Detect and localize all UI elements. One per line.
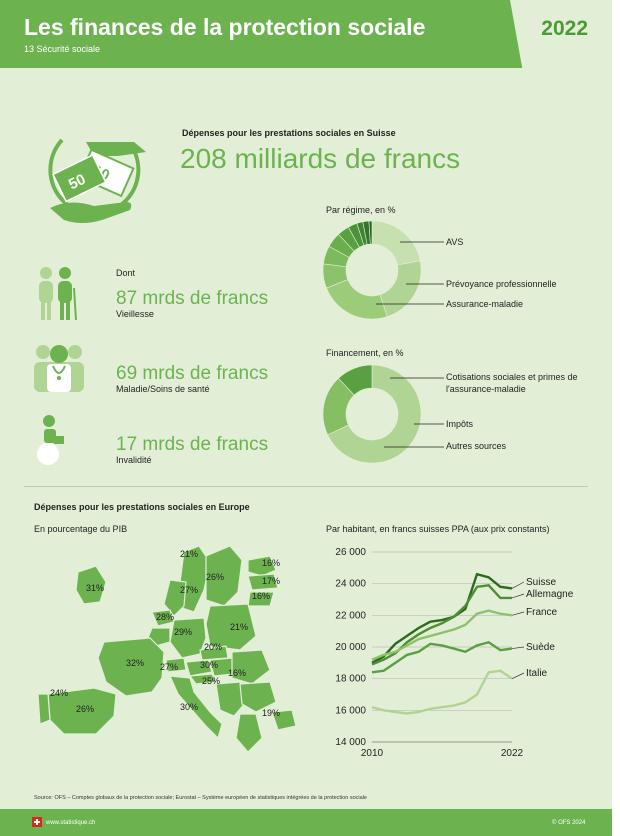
map-label-ee: 16% bbox=[262, 558, 281, 568]
switzerland-heading: Dépenses pour les prestations sociales e… bbox=[182, 128, 396, 138]
invalidite-label: Invalidité bbox=[116, 455, 152, 465]
map-label-es: 26% bbox=[76, 704, 95, 714]
series-label-2: France bbox=[526, 607, 558, 618]
map-label-gr: 19% bbox=[262, 708, 281, 718]
map-label-de: 29% bbox=[174, 627, 193, 637]
map-title: En pourcentage du PIB bbox=[34, 524, 128, 534]
series-label-1: Allemagne bbox=[526, 589, 574, 600]
series-leader-2 bbox=[511, 611, 525, 616]
page-subtitle: 13 Sécurité sociale bbox=[24, 44, 101, 54]
financement-slice-2 bbox=[338, 364, 373, 396]
source-note: Source: OFS – Comptes globaux de la prot… bbox=[34, 795, 367, 801]
regime-legend-avs: AVS bbox=[446, 237, 464, 247]
series-leader-1 bbox=[511, 593, 525, 599]
doctor-icon bbox=[34, 345, 84, 392]
regime-donut bbox=[322, 220, 422, 320]
series-label-3: Suède bbox=[526, 642, 555, 653]
map-label-it: 30% bbox=[180, 702, 199, 712]
series-line-3 bbox=[371, 640, 513, 674]
vieillesse-label: Vieillesse bbox=[116, 309, 154, 319]
financement-legend-impots: Impôts bbox=[446, 419, 474, 429]
elderly-couple-icon bbox=[39, 267, 77, 321]
map-label-ie: 31% bbox=[86, 583, 105, 593]
financement-legend-cotisations: Cotisations sociales et primes de l'assu… bbox=[446, 372, 578, 394]
series-line-4 bbox=[371, 669, 513, 715]
svg-text:50: 50 bbox=[66, 171, 88, 194]
map-label-ch: 27% bbox=[160, 662, 179, 672]
series-label-0: Suisse bbox=[526, 577, 556, 588]
x-tick-label: 2022 bbox=[501, 748, 524, 759]
header-band: Les finances de la protection sociale 13… bbox=[0, 0, 612, 68]
series-line-2 bbox=[371, 609, 513, 661]
line-chart: 26 000 24 000 22 000 20 000 18 000 16 000 14 0… bbox=[335, 547, 574, 759]
map-label-si: 25% bbox=[202, 676, 221, 686]
regime-title: Par régime, en % bbox=[326, 205, 396, 215]
financement-legend-autres: Autres sources bbox=[446, 441, 507, 451]
map-label-ro: 16% bbox=[228, 668, 247, 678]
y-tick-label: 16 000 bbox=[335, 705, 366, 716]
regime-legend-maladie: Assurance-maladie bbox=[446, 299, 524, 309]
series-leader-4 bbox=[511, 672, 525, 679]
footer-band: www.statistique.ch © OFS 2024 bbox=[0, 809, 612, 836]
switzerland-total: 208 milliards de francs bbox=[180, 143, 461, 174]
regime-legend-prevoyance: Prévoyance professionnelle bbox=[446, 279, 557, 289]
series-leader-0 bbox=[511, 581, 525, 589]
x-tick-label: 2010 bbox=[361, 748, 384, 759]
series-line-0 bbox=[371, 572, 513, 664]
map-label-lv: 17% bbox=[262, 576, 281, 586]
section-divider bbox=[24, 486, 588, 487]
y-tick-label: 24 000 bbox=[335, 579, 366, 590]
page-title: Les finances de la protection sociale bbox=[24, 14, 426, 40]
map-label-se: 21% bbox=[180, 549, 199, 559]
series-leader-3 bbox=[511, 646, 525, 649]
vieillesse-amount: 87 mrds de francs bbox=[116, 288, 269, 309]
y-tick-label: 22 000 bbox=[335, 610, 366, 621]
map-label-dk: 27% bbox=[180, 585, 199, 595]
map-label-pt: 24% bbox=[50, 688, 69, 698]
invalidite-amount: 17 mrds de francs bbox=[116, 434, 269, 455]
line-chart-title: Par habitant, en francs suisses PPA (aux… bbox=[326, 524, 550, 534]
map-label-lt: 16% bbox=[252, 591, 271, 601]
financement-leader-lines bbox=[384, 377, 444, 448]
year-label: 2022 bbox=[541, 17, 588, 40]
map-label-fr: 32% bbox=[126, 658, 145, 668]
europe-map bbox=[37, 545, 297, 753]
maladie-amount: 69 mrds de francs bbox=[116, 363, 269, 384]
year-box: 2022 bbox=[510, 0, 612, 68]
series-label-4: Italie bbox=[526, 668, 548, 679]
regime-slice-10 bbox=[368, 220, 373, 245]
financement-slice-0 bbox=[327, 364, 422, 464]
series-line-1 bbox=[371, 583, 512, 666]
financement-title: Financement, en % bbox=[326, 348, 404, 358]
maladie-label: Maladie/Soins de santé bbox=[116, 384, 210, 394]
europe-heading: Dépenses pour les prestations sociales e… bbox=[34, 502, 250, 512]
map-label-fi: 26% bbox=[206, 572, 225, 582]
map-label-cz: 20% bbox=[204, 642, 223, 652]
map-label-pl: 21% bbox=[230, 622, 249, 632]
y-tick-label: 26 000 bbox=[335, 547, 366, 558]
map-label-at: 30% bbox=[200, 660, 219, 670]
swiss-flag-icon bbox=[32, 817, 42, 827]
y-tick-label: 20 000 bbox=[335, 642, 366, 653]
financement-donut bbox=[322, 364, 422, 464]
y-tick-label: 14 000 bbox=[335, 737, 366, 748]
hands-money-icon: 10 50 bbox=[48, 138, 146, 223]
wheelchair-icon bbox=[37, 415, 64, 465]
footer-copyright: © OFS 2024 bbox=[552, 820, 586, 826]
footer-site-link[interactable]: www.statistique.ch bbox=[46, 820, 96, 826]
y-tick-label: 18 000 bbox=[335, 674, 366, 685]
map-label-nl: 28% bbox=[156, 612, 175, 622]
regime-leader-lines bbox=[376, 241, 444, 305]
dont-label: Dont bbox=[116, 268, 136, 278]
